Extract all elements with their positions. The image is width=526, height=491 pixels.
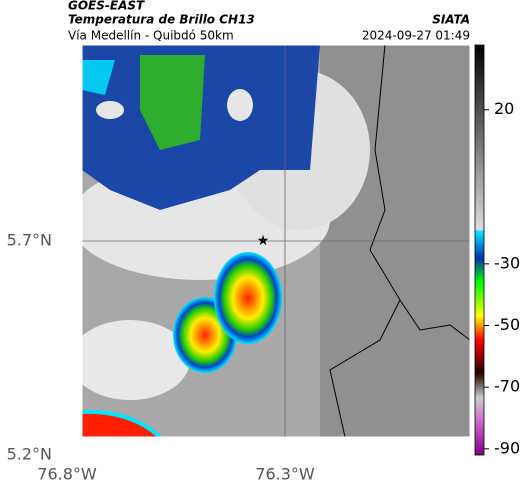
datetime: 2024-09-27 01:49 — [362, 29, 470, 43]
map-area: ★ — [82, 45, 470, 437]
lat-label: 5.2°N — [7, 445, 52, 464]
agency: SIATA — [432, 13, 470, 27]
colorbar-tick-label: -50 — [494, 315, 520, 334]
colorbar-tick-label: 20 — [494, 99, 514, 118]
colorbar-tick-label: -70 — [494, 377, 520, 396]
product: Temperatura de Brillo CH13 — [68, 13, 255, 27]
lon-label: 76.8°W — [37, 465, 97, 484]
map-frame — [81, 44, 471, 438]
colorbar-tick-label: -30 — [494, 253, 520, 272]
location: Vía Medellín - Quibdó 50km — [68, 29, 234, 43]
city-marker: ★ — [257, 233, 270, 249]
satellite: GOES-EAST — [68, 0, 145, 13]
lon-label: 76.3°W — [255, 465, 315, 484]
colorbar — [474, 44, 485, 456]
lat-label: 5.7°N — [7, 231, 52, 250]
colorbar-tick-label: -90 — [494, 438, 520, 457]
